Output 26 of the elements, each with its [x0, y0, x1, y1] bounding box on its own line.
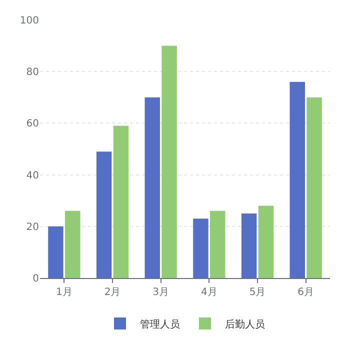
x-tick-label: 5月 [249, 287, 266, 298]
y-tick-label: 80 [26, 67, 39, 78]
bar [96, 152, 112, 278]
x-tick-label: 3月 [152, 287, 170, 298]
x-tick-label: 1月 [56, 287, 72, 298]
y-tick-label: 60 [26, 118, 39, 130]
bar [306, 97, 322, 278]
bar [48, 226, 64, 278]
legend-label: 后勤人员 [225, 318, 265, 330]
y-tick-label: 100 [20, 16, 39, 26]
bar [65, 210, 80, 278]
bar [193, 218, 208, 278]
bar [210, 210, 226, 278]
bar [290, 82, 305, 278]
bar [113, 126, 129, 278]
legend-label: 管理人员 [140, 319, 180, 330]
bar [258, 206, 274, 278]
y-tick-label: 0 [32, 274, 39, 284]
x-tick-label: 6月 [298, 287, 314, 298]
bar [162, 46, 177, 278]
y-tick-label: 20 [26, 222, 39, 233]
x-tick-label: 2月 [104, 287, 121, 298]
bar [144, 97, 160, 278]
x-tick-label: 4月 [200, 287, 218, 298]
bar [241, 214, 257, 278]
y-tick-label: 40 [26, 170, 39, 182]
